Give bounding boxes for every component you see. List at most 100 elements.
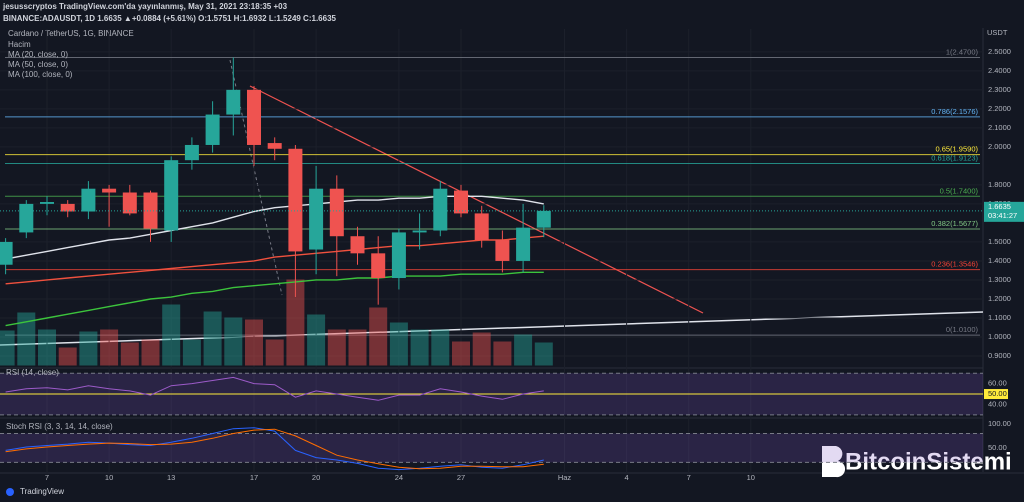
x-tick-label: 10: [747, 473, 755, 482]
legend-symbol: Cardano / TetherUS, 1G, BINANCE: [8, 29, 134, 38]
price-axis-bg: [983, 28, 1024, 484]
volume-bar: [182, 339, 201, 366]
candle-body: [350, 236, 365, 254]
candle-body: [412, 230, 427, 233]
last-price: 1.6635: [988, 202, 1011, 211]
y-tick-label: 0.9000: [988, 351, 1011, 360]
candle-body: [288, 148, 303, 252]
volume-bar: [389, 322, 408, 366]
trend-line: [249, 85, 704, 314]
x-tick-label: Haz: [558, 473, 572, 482]
last-price-box: [984, 201, 1024, 222]
volume-bar: [348, 329, 367, 366]
footer: [0, 484, 1024, 502]
ma-line: [5, 235, 544, 285]
candle-body: [184, 144, 199, 161]
fib-label: 0.65(1.9590): [935, 145, 978, 154]
band: [0, 433, 983, 463]
candle-body: [454, 190, 468, 214]
legend-entry: MA (50, close, 0): [8, 60, 68, 69]
stoch-line: [5, 427, 544, 471]
fib-label: 0.236(1.3546): [931, 260, 978, 269]
osc-tick-label: 50.00: [988, 443, 1007, 452]
candle-body: [0, 241, 13, 265]
osc-tick-label: 60.00: [988, 379, 1007, 388]
header-line: jesusscryptos TradingView.com'da yayınla…: [2, 2, 288, 11]
candle-body: [391, 232, 406, 279]
ma-line: [5, 271, 544, 327]
x-tick-label: 10: [105, 473, 113, 482]
volume-bar: [162, 304, 181, 366]
y-tick-label: 1.2000: [988, 294, 1011, 303]
y-tick-label: 2.4000: [988, 66, 1011, 75]
y-tick-label: 1.3000: [988, 275, 1011, 284]
candle-body: [536, 210, 551, 228]
volume-bar: [224, 317, 243, 366]
osc-tick-label: 50.00: [988, 389, 1007, 398]
candle-body: [247, 89, 261, 145]
candle-body: [205, 114, 220, 145]
fib-label: 0.618(1.9123): [931, 154, 978, 163]
candle-body: [40, 202, 54, 204]
rsi-line: [5, 376, 544, 401]
volume-bar: [493, 341, 512, 366]
volume-bar: [203, 311, 222, 366]
volume-bar: [286, 279, 305, 366]
candle-body: [433, 188, 448, 231]
candle-body: [516, 227, 531, 261]
candle-body: [371, 253, 386, 279]
fib-label: 1(2.4700): [946, 48, 979, 57]
countdown: 03:41:27: [988, 211, 1017, 220]
osc-tick-label: 40.00: [988, 399, 1007, 408]
volume-bar: [431, 329, 450, 366]
y-tick-label: 1.4000: [988, 256, 1011, 265]
volume-bar: [472, 332, 491, 366]
x-tick-label: 4: [625, 473, 629, 482]
header-line: BINANCE:ADAUSDT, 1D 1.6635 ▲+0.0884 (+5.…: [3, 14, 337, 23]
volume-bar: [410, 329, 429, 366]
y-tick-label: 2.3000: [988, 85, 1011, 94]
volume-bar: [369, 307, 388, 366]
legend-volume: Hacim: [8, 40, 31, 49]
candle-body: [122, 192, 137, 214]
dashed-line: [229, 59, 283, 296]
fib-label: 0(1.0100): [946, 325, 979, 334]
y-tick-label: 2.0000: [988, 142, 1011, 151]
volume-bar: [100, 329, 119, 366]
fib-label: 0.5(1.7400): [940, 186, 979, 195]
candle-body: [309, 188, 324, 250]
grid: [0, 29, 983, 473]
logo: [822, 446, 846, 478]
volume-bar: [58, 347, 77, 366]
currency: USDT: [987, 28, 1008, 37]
y-tick-label: 2.1000: [988, 123, 1011, 132]
volume-bar: [120, 342, 139, 366]
y-tick-label: 2.5000: [988, 47, 1011, 56]
y-tick-label: 1.5000: [988, 237, 1011, 246]
candle-body: [226, 89, 241, 115]
x-tick-label: 13: [167, 473, 175, 482]
y-tick-label: 2.2000: [988, 104, 1011, 113]
legend-entry: MA (100, close, 0): [8, 70, 73, 79]
x-tick-label: 20: [312, 473, 320, 482]
candle-body: [495, 240, 510, 261]
candle-body: [474, 213, 489, 241]
x-tick-label: 7: [687, 473, 691, 482]
volume-bar: [534, 342, 553, 366]
candle-body: [60, 203, 75, 212]
rsi-label: RSI (14, close): [6, 368, 59, 377]
candle-body: [164, 160, 179, 231]
x-tick-label: 7: [45, 473, 49, 482]
volume-bar: [265, 339, 284, 366]
brand-logo: [6, 488, 14, 496]
candle-body: [102, 188, 117, 193]
volume-bar: [514, 334, 533, 366]
volume-bar: [17, 312, 36, 366]
volume-bar: [38, 329, 56, 366]
volume-bar: [245, 319, 263, 366]
stoch-label: Stoch RSI (3, 3, 14, 14, close): [6, 422, 113, 431]
y-tick-label: 1.8000: [988, 180, 1011, 189]
candle-body: [329, 188, 344, 237]
candle-body: [267, 143, 282, 149]
